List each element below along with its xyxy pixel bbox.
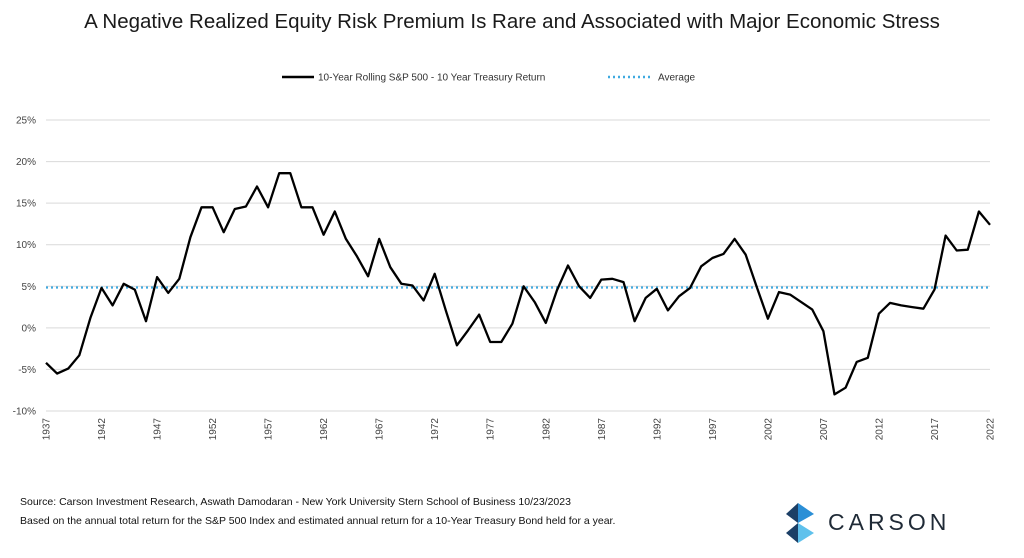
x-tick-label: 1967 (375, 418, 386, 441)
x-tick-label: 1992 (652, 418, 663, 441)
x-tick-label: 1937 (42, 418, 53, 441)
series-line-main (45, 172, 991, 396)
gridlines (46, 119, 990, 412)
x-tick-label: 1947 (153, 418, 164, 441)
x-tick-label: 1962 (319, 418, 330, 441)
carson-logo: CARSON (784, 500, 964, 546)
x-tick-label: 1977 (486, 418, 497, 441)
x-tick-label: 1942 (97, 418, 108, 441)
y-tick-label: 25% (16, 116, 36, 127)
y-tick-label: 10% (16, 240, 36, 251)
legend: 10-Year Rolling S&P 500 - 10 Year Treasu… (282, 73, 696, 84)
line-chart: 10-Year Rolling S&P 500 - 10 Year Treasu… (13, 73, 997, 441)
y-tick-label: 5% (22, 282, 37, 293)
source-note: Source: Carson Investment Research, Aswa… (20, 496, 571, 508)
x-tick-label: 1952 (208, 418, 219, 441)
x-tick-label: 2012 (874, 418, 885, 441)
y-axis-ticks: 25% 20% 15% 10% 5% 0% -5% -10% (13, 116, 36, 418)
y-tick-label: 20% (16, 157, 36, 168)
x-tick-label: 1987 (597, 418, 608, 441)
x-tick-label: 2002 (763, 418, 774, 441)
x-axis-ticks: 1937 1942 1947 1952 1957 1962 1967 1972 1977 1982… (42, 418, 997, 441)
y-tick-label: -10% (13, 407, 36, 418)
carson-logo-mark-icon (786, 503, 814, 543)
x-tick-label: 2017 (930, 418, 941, 441)
y-tick-label: 0% (22, 323, 37, 334)
x-tick-label: 2022 (986, 418, 997, 441)
x-tick-label: 1997 (708, 418, 719, 441)
y-tick-label: -5% (18, 365, 36, 376)
method-note: Based on the annual total return for the… (20, 515, 616, 527)
carson-logo-text: CARSON (828, 509, 951, 535)
legend-label-average: Average (658, 73, 696, 84)
x-tick-label: 1957 (264, 418, 275, 441)
legend-label-main-series: 10-Year Rolling S&P 500 - 10 Year Treasu… (318, 73, 545, 84)
x-tick-label: 1972 (430, 418, 441, 441)
x-tick-label: 1982 (541, 418, 552, 441)
chart-title: A Negative Realized Equity Risk Premium … (84, 10, 940, 33)
series-layer (45, 172, 991, 396)
y-tick-label: 15% (16, 199, 36, 210)
x-tick-label: 2007 (819, 418, 830, 441)
